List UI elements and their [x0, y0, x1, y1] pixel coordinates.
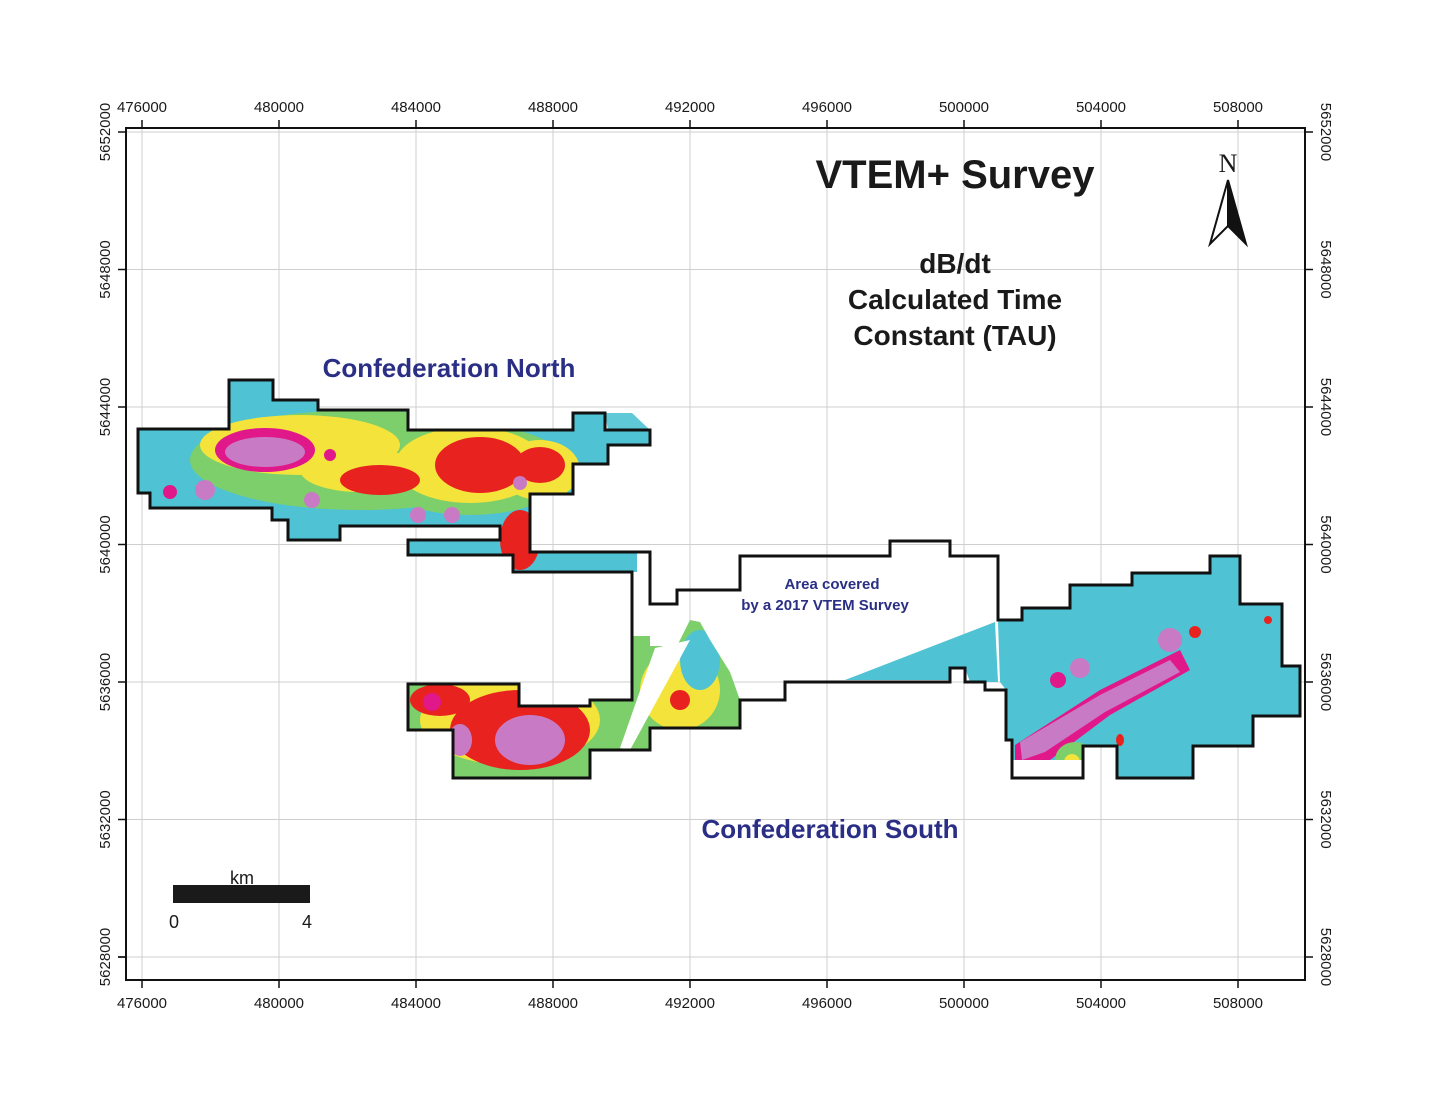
x-tick-label-top: 480000 [254, 99, 304, 116]
y-tick-label-left: 5644000 [97, 378, 114, 436]
north-label: N [1219, 149, 1238, 178]
subtitle-line-3: Constant (TAU) [853, 320, 1056, 351]
y-tick-label-left: 5652000 [97, 103, 114, 161]
x-tick-label-bottom: 488000 [528, 995, 578, 1012]
scale-unit: km [230, 868, 254, 888]
north-survey-block [138, 380, 650, 572]
scale-end: 4 [302, 912, 312, 932]
y-tick-label-right: 5628000 [1317, 928, 1334, 986]
x-tick-label-bottom: 476000 [117, 995, 167, 1012]
x-tick-label-top: 488000 [528, 99, 578, 116]
area-note-line-2: by a 2017 VTEM Survey [741, 597, 909, 614]
x-tick-label-bottom: 484000 [391, 995, 441, 1012]
area-note-line-1: Area covered [784, 576, 879, 593]
y-tick-label-right: 5652000 [1317, 103, 1334, 161]
map-title: VTEM+ Survey [815, 153, 1095, 197]
y-tick-label-right: 5640000 [1317, 515, 1334, 573]
east-survey-block [998, 556, 1300, 778]
subtitle-line-1: dB/dt [919, 248, 991, 279]
x-tick-label-bottom: 492000 [665, 995, 715, 1012]
x-tick-label-top: 508000 [1213, 99, 1263, 116]
zone-label-south: Confederation South [701, 814, 958, 844]
zone-label-north: Confederation North [323, 353, 576, 383]
prior-survey-coverage [845, 622, 998, 682]
y-tick-label-left: 5628000 [97, 928, 114, 986]
north-arrow-icon: N [1208, 149, 1248, 248]
x-tick-label-bottom: 480000 [254, 995, 304, 1012]
frame-ticks [118, 120, 1313, 988]
x-tick-label-top: 492000 [665, 99, 715, 116]
survey-boundaries [136, 378, 1302, 780]
x-tick-label-top: 500000 [939, 99, 989, 116]
y-tick-label-right: 5648000 [1317, 240, 1334, 298]
coordinate-grid [126, 128, 1305, 980]
x-tick-label-bottom: 508000 [1213, 995, 1263, 1012]
x-tick-label-top: 496000 [802, 99, 852, 116]
y-tick-label-right: 5644000 [1317, 378, 1334, 436]
x-tick-label-bottom: 500000 [939, 995, 989, 1012]
y-tick-label-left: 5648000 [97, 240, 114, 298]
y-tick-label-left: 5636000 [97, 653, 114, 711]
x-tick-label-bottom: 496000 [802, 995, 852, 1012]
y-tick-label-right: 5632000 [1317, 790, 1334, 848]
map-frame [125, 127, 1306, 981]
x-tick-label-top: 504000 [1076, 99, 1126, 116]
y-tick-label-left: 5640000 [97, 515, 114, 573]
scale-bar: km 0 4 [169, 868, 312, 932]
tick-labels: 476000 476000 480000 480000 484000 484000 4880… [97, 99, 1334, 1012]
x-tick-label-top: 476000 [117, 99, 167, 116]
scale-start: 0 [169, 912, 179, 932]
y-tick-label-right: 5636000 [1317, 653, 1334, 711]
y-tick-label-left: 5632000 [97, 790, 114, 848]
subtitle-line-2: Calculated Time [848, 284, 1062, 315]
x-tick-label-bottom: 504000 [1076, 995, 1126, 1012]
x-tick-label-top: 484000 [391, 99, 441, 116]
